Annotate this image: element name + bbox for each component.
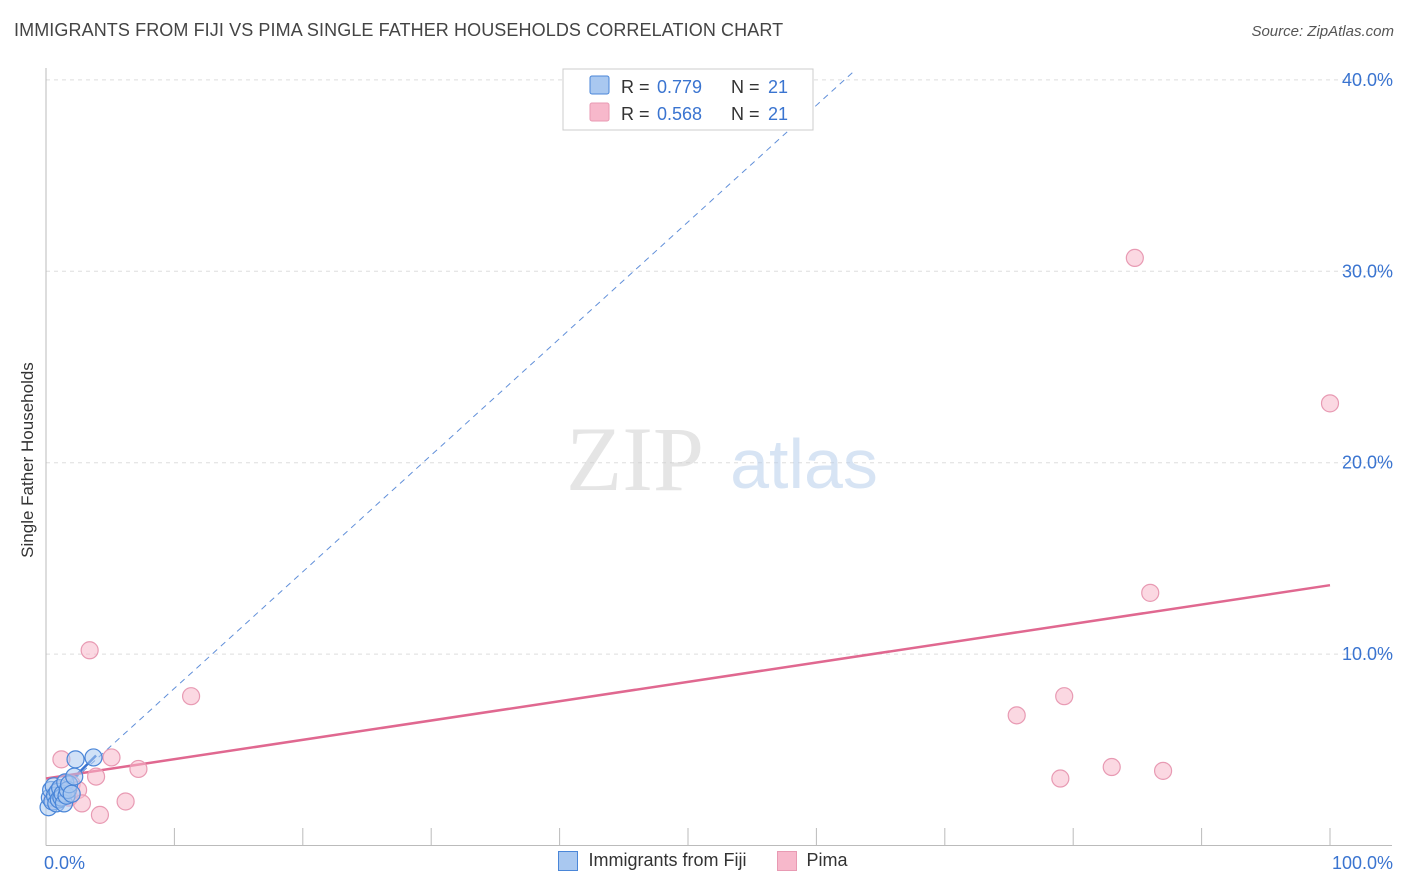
chart-title: IMMIGRANTS FROM FIJI VS PIMA SINGLE FATH…: [14, 20, 784, 40]
watermark-zip: ZIP: [566, 408, 704, 510]
point-pima-8: [80, 641, 99, 660]
y-tick-label-3: 40.0%: [1342, 70, 1393, 90]
legend-label-fiji: Immigrants from Fiji: [588, 850, 747, 870]
stats-legend: R = 0.779 N = 21 R = 0.568 N = 21: [562, 68, 814, 131]
points-layer: [39, 248, 1340, 824]
grid-layer: [46, 79, 1392, 846]
stats-n-label-pima: N =: [731, 104, 760, 124]
point-fiji-19: [66, 750, 85, 769]
point-pima-13: [129, 759, 148, 779]
stats-r-label-pima: R =: [621, 104, 650, 124]
point-pima-19: [1125, 248, 1144, 268]
y-tick-label-1: 20.0%: [1342, 453, 1393, 473]
stats-swatch-pima: [589, 102, 610, 122]
tick-labels: 10.0% 20.0% 30.0% 40.0% 0.0% 100.0%: [44, 70, 1393, 873]
stats-n-value-fiji: 21: [768, 77, 788, 97]
y-axis-label: Single Father Households: [18, 362, 37, 558]
legend-item-pima[interactable]: Pima: [776, 850, 848, 871]
point-pima-20: [1141, 583, 1160, 602]
point-pima-15: [1007, 706, 1026, 725]
stats-n-value-pima: 21: [768, 104, 788, 124]
stats-r-value-fiji: 0.779: [657, 77, 702, 97]
point-pima-9: [86, 767, 106, 786]
point-pima-18: [1102, 757, 1121, 777]
legend-swatch-fiji: [558, 850, 579, 871]
y-axis-label-wrap: Single Father Households: [0, 340, 56, 580]
legend-item-fiji[interactable]: Immigrants from Fiji: [558, 850, 747, 871]
watermark: ZIP atlas: [566, 408, 878, 510]
stats-swatch-fiji: [589, 75, 610, 95]
trend-line-fiji-extended: [49, 69, 856, 802]
point-pima-16: [1051, 769, 1070, 788]
axes-layer: [45, 68, 1392, 846]
x-tick-label-0: 0.0%: [44, 853, 85, 873]
point-pima-22: [1320, 394, 1340, 413]
stats-r-label-fiji: R =: [621, 77, 650, 97]
point-pima-21: [1153, 761, 1173, 780]
bottom-legend: Immigrants from Fiji Pima: [0, 850, 1406, 871]
point-fiji-17: [62, 784, 81, 803]
y-tick-label-2: 30.0%: [1342, 261, 1393, 281]
point-pima-14: [181, 687, 201, 706]
point-pima-10: [90, 805, 110, 824]
point-pima-12: [116, 792, 135, 811]
legend-swatch-pima: [776, 850, 797, 871]
stats-r-value-pima: 0.568: [657, 104, 702, 124]
trend-line-pima: [45, 583, 1331, 780]
x-tick-label-1: 100.0%: [1332, 853, 1393, 873]
legend-label-pima: Pima: [806, 850, 848, 870]
point-pima-17: [1055, 687, 1074, 706]
y-tick-label-0: 10.0%: [1342, 644, 1393, 664]
point-fiji-18: [65, 767, 84, 786]
source-credit: Source: ZipAtlas.com: [1251, 23, 1394, 40]
point-fiji-20: [84, 748, 103, 767]
point-pima-11: [102, 748, 121, 767]
watermark-atlas: atlas: [730, 425, 878, 503]
stats-n-label-fiji: N =: [731, 77, 760, 97]
